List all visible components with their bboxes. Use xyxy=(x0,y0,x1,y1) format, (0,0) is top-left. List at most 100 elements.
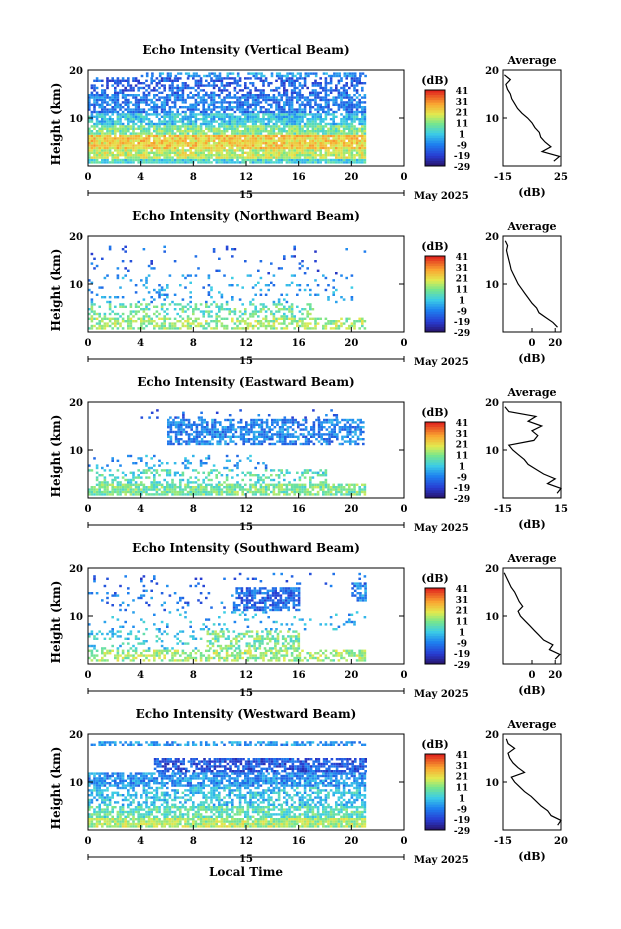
heatmap-cell xyxy=(169,72,172,75)
heatmap-cell xyxy=(132,488,135,491)
heatmap-cell xyxy=(134,462,138,465)
heatmap-cell xyxy=(341,442,344,446)
heatmap-cell xyxy=(277,115,281,118)
heatmap-cell xyxy=(259,139,263,142)
heatmap-cell xyxy=(251,327,255,330)
heatmap-cell xyxy=(327,106,330,109)
heatmap-cell xyxy=(251,286,255,289)
heatmap-cell xyxy=(101,103,104,106)
heatmap-cell xyxy=(137,139,140,142)
heatmap-cell xyxy=(231,483,234,486)
heatmap-cell xyxy=(350,488,354,491)
heatmap-cell xyxy=(114,156,117,159)
heatmap-cell xyxy=(327,127,330,130)
heatmap-cell xyxy=(189,142,192,145)
heatmap-cell xyxy=(186,96,190,99)
heatmap-cell xyxy=(251,84,255,87)
heatmap-cell xyxy=(218,139,221,142)
heatmap-cell xyxy=(121,248,125,251)
heatmap-cell xyxy=(208,74,211,78)
heatmap-cell xyxy=(355,118,359,121)
heatmap-cell xyxy=(124,113,127,116)
heatmap-cell xyxy=(147,322,151,325)
heatmap-cell xyxy=(98,139,101,142)
heatmap-cell xyxy=(186,478,190,482)
heatmap-cell xyxy=(218,488,221,491)
heatmap-cell xyxy=(233,154,237,157)
heatmap-cell xyxy=(263,433,266,436)
heatmap-cell xyxy=(303,486,307,489)
heatmap-cell xyxy=(163,288,166,292)
profile-x-axis-label: (dB) xyxy=(518,352,545,365)
heatmap-cell xyxy=(312,435,316,438)
heatmap-cell xyxy=(179,77,182,80)
heatmap-cell xyxy=(280,469,283,472)
heatmap-cell xyxy=(166,161,169,164)
heatmap-cell xyxy=(150,146,153,150)
x-tick-label: 12 xyxy=(239,172,253,183)
heatmap-cell xyxy=(116,156,120,159)
heatmap-cell xyxy=(137,137,140,140)
heatmap-cell xyxy=(236,146,239,150)
heatmap-cell xyxy=(254,101,257,104)
heatmap-cell xyxy=(228,488,231,491)
heatmap-cell xyxy=(290,110,294,114)
heatmap-cell xyxy=(345,115,348,118)
heatmap-cell xyxy=(288,310,291,313)
heatmap-cell xyxy=(116,115,120,118)
heatmap-cell xyxy=(262,158,265,162)
heatmap-cell xyxy=(106,300,109,304)
heatmap-cell xyxy=(173,324,177,328)
heatmap-cell xyxy=(116,312,120,316)
heatmap-cell xyxy=(275,120,278,123)
heatmap-cell xyxy=(309,120,312,123)
heatmap-cell xyxy=(137,86,140,90)
heatmap-cell xyxy=(223,118,226,121)
heatmap-cell xyxy=(223,137,226,140)
heatmap-cell xyxy=(215,115,218,118)
heatmap-cell xyxy=(244,161,247,164)
heatmap-cell xyxy=(93,110,96,114)
heatmap-cell xyxy=(129,101,133,104)
heatmap-cell xyxy=(129,305,133,308)
heatmap-cell xyxy=(185,442,188,446)
heatmap-cell xyxy=(337,139,341,142)
heatmap-cell xyxy=(280,142,283,145)
heatmap-cell xyxy=(103,132,107,135)
heatmap-cell xyxy=(116,118,120,121)
heatmap-cell xyxy=(252,430,256,434)
heatmap-cell xyxy=(238,84,242,87)
heatmap-cell xyxy=(257,327,260,330)
heatmap-cell xyxy=(272,146,276,150)
heatmap-cell xyxy=(127,94,130,97)
heatmap-cell xyxy=(153,113,156,116)
heatmap-cell xyxy=(262,142,265,145)
heatmap-cell xyxy=(93,86,96,90)
heatmap-cell xyxy=(280,158,283,162)
heatmap-cell xyxy=(103,144,107,147)
heatmap-cell xyxy=(103,134,107,138)
heatmap-cell xyxy=(322,158,325,162)
heatmap-cell xyxy=(101,474,104,477)
heatmap-cell xyxy=(231,149,234,152)
heatmap-cell xyxy=(353,483,356,486)
heatmap-cell xyxy=(210,146,213,150)
heatmap-cell xyxy=(288,115,291,118)
heatmap-cell xyxy=(134,305,138,308)
heatmap-cell xyxy=(272,300,276,304)
heatmap-cell xyxy=(215,142,218,145)
heatmap-cell xyxy=(301,151,304,154)
heatmap-cell xyxy=(166,149,169,152)
heatmap-cell xyxy=(348,139,351,142)
heatmap-cell xyxy=(259,96,263,99)
heatmap-cell xyxy=(197,478,200,482)
heatmap-cell xyxy=(322,72,326,75)
heatmap-cell xyxy=(119,481,122,484)
heatmap-cell xyxy=(355,161,359,164)
heatmap-cell xyxy=(150,142,153,145)
heatmap-cell xyxy=(272,151,276,154)
profile-x-axis-label: (dB) xyxy=(518,186,545,199)
profile-y-tick-label: 20 xyxy=(485,66,499,77)
heatmap-cell xyxy=(202,156,205,159)
heatmap-cell xyxy=(290,486,294,489)
